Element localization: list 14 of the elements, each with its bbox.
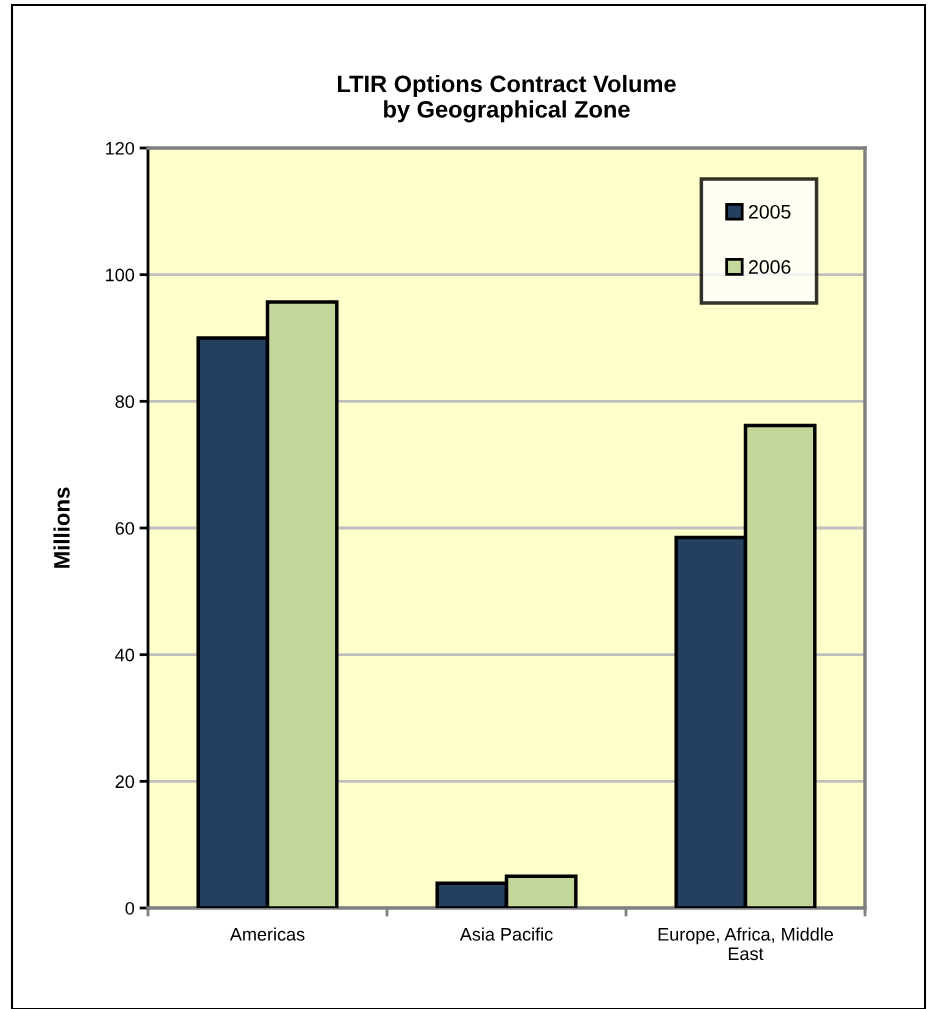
y-tick-label: 0 bbox=[125, 901, 135, 915]
x-tick-label: Asia Pacific bbox=[459, 927, 553, 941]
y-tick-label: 20 bbox=[115, 775, 135, 789]
x-tick-label: Americas bbox=[229, 927, 305, 941]
y-axis-title: Millions bbox=[53, 487, 70, 568]
y-tick-label: 60 bbox=[115, 521, 135, 535]
legend-label: 2005 bbox=[749, 204, 791, 219]
x-tick-label: Europe, Africa, Middle East bbox=[658, 927, 834, 961]
y-tick-label: 40 bbox=[115, 648, 135, 662]
legend-label: 2006 bbox=[749, 260, 791, 274]
y-tick-label: 120 bbox=[106, 141, 135, 155]
y-tick-label: 100 bbox=[106, 268, 135, 282]
y-tick-label: 80 bbox=[115, 395, 135, 409]
chart-title: LTIR Options Contract Volume by Geographical Zone bbox=[337, 74, 676, 123]
